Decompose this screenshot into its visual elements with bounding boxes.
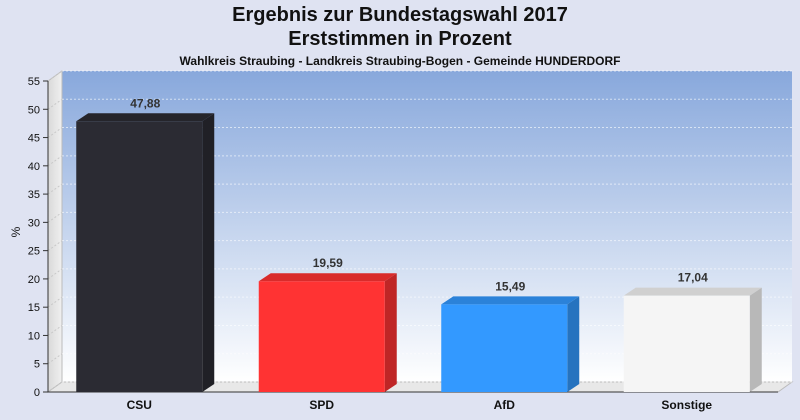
bar-top [623,287,762,296]
bar-side [202,113,215,392]
bar-csu [76,113,215,392]
gridline-wall [47,353,63,365]
gridline-wall [47,127,63,138]
value-label: 15,49 [495,279,525,293]
value-label: 19,59 [313,256,343,270]
x-tick-label: AfD [494,398,516,412]
gridline-wall [47,296,63,308]
bar-top [441,296,580,305]
y-tick-label: 30 [28,217,40,229]
bar-front [76,121,203,392]
bar-side [384,273,397,392]
gridline-wall [47,98,63,110]
y-axis-label: % [9,226,23,237]
gridline-wall [47,240,63,252]
bar-top [258,273,397,282]
x-tick-label: SPD [309,398,334,412]
gridline-wall [47,155,63,167]
gridline-wall [47,183,63,195]
value-label: 47,88 [130,96,160,110]
x-tick-label: Sonstige [661,398,712,412]
chart-region-subtitle: Wahlkreis Straubing - Landkreis Straubin… [179,54,621,68]
gridline-wall [47,211,63,223]
bar-front [258,281,385,392]
x-tick-label: CSU [127,398,152,412]
left-wall [47,70,63,393]
y-tick-label: 35 [28,189,40,201]
value-label: 17,04 [678,271,708,285]
y-tick-label: 55 [28,76,40,88]
bar-side [567,296,580,392]
y-tick-label: 50 [28,104,40,116]
bar-afd [441,296,580,392]
gridline-wall [47,325,63,336]
bar-front [623,295,750,392]
bar-spd [258,273,397,392]
y-tick-label: 5 [34,359,40,371]
chart-subtitle: Erststimmen in Prozent [288,28,512,50]
y-tick-label: 0 [34,387,40,399]
y-tick-label: 15 [28,302,40,314]
y-tick-label: 45 [28,133,40,145]
y-tick-label: 20 [28,274,40,286]
gridline-wall [47,381,63,393]
y-tick-label: 40 [28,161,40,173]
gridline-wall [47,70,63,82]
y-tick-label: 10 [28,330,40,342]
bar-front [441,304,568,392]
bar-side [749,287,762,392]
gridline-wall [47,268,63,280]
bar-sonstige [623,287,762,392]
bar-top [76,113,215,122]
y-tick-label: 25 [28,246,40,258]
chart-title: Ergebnis zur Bundestagswahl 2017 [232,4,568,26]
